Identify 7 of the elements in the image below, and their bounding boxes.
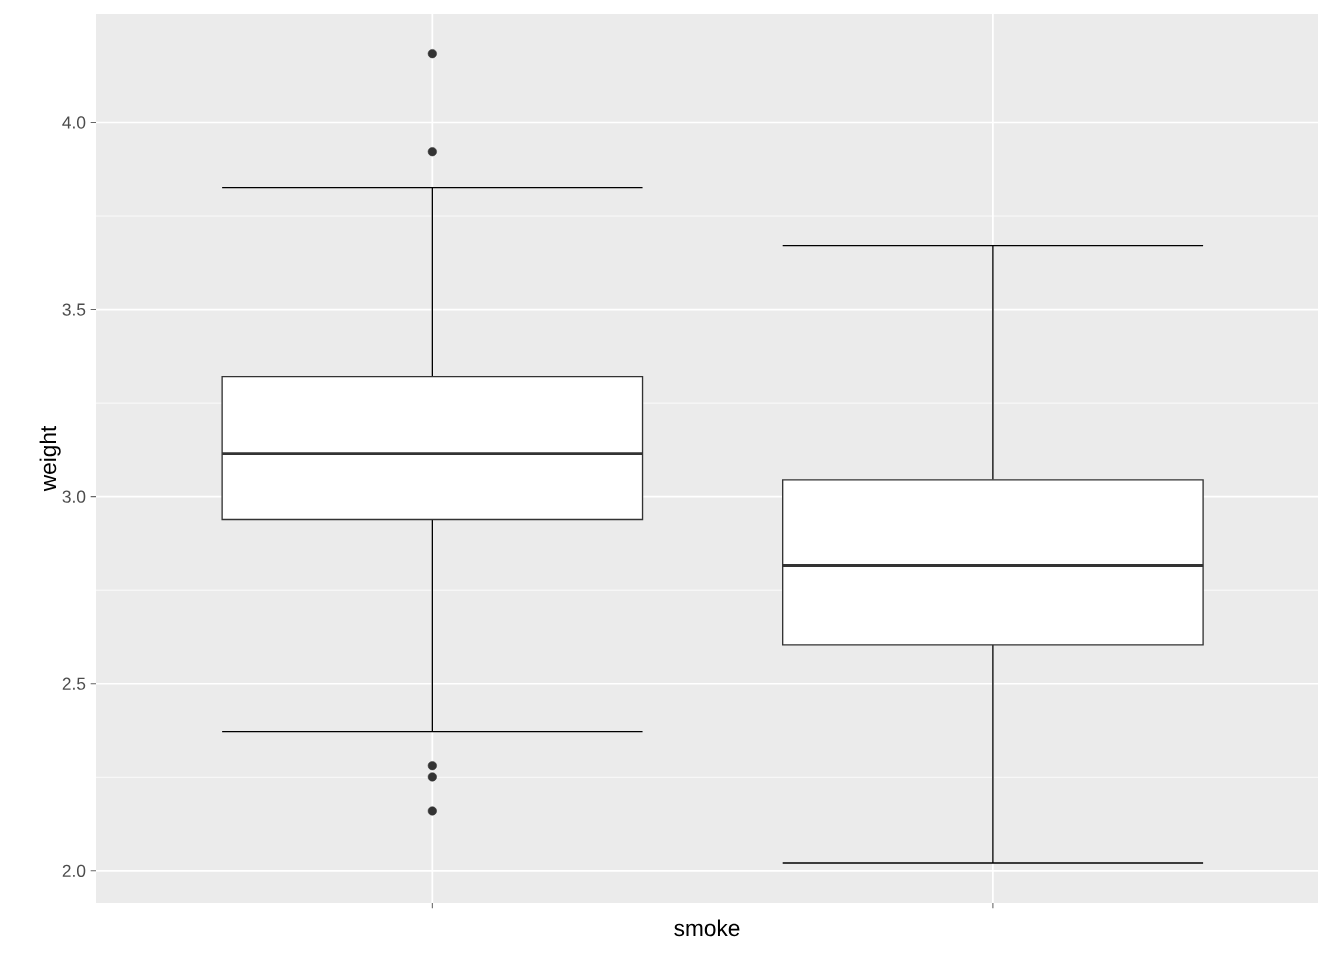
y-axis-title: weight [39, 425, 61, 492]
y-tick-label: 4.0 [62, 116, 86, 129]
y-tick-label: 3.0 [62, 490, 86, 503]
y-tick-label: 2.5 [62, 677, 86, 690]
y-tick-label: 2.0 [62, 864, 86, 877]
x-axis-title: smoke [674, 919, 740, 937]
y-tick-label: 3.5 [62, 303, 86, 316]
